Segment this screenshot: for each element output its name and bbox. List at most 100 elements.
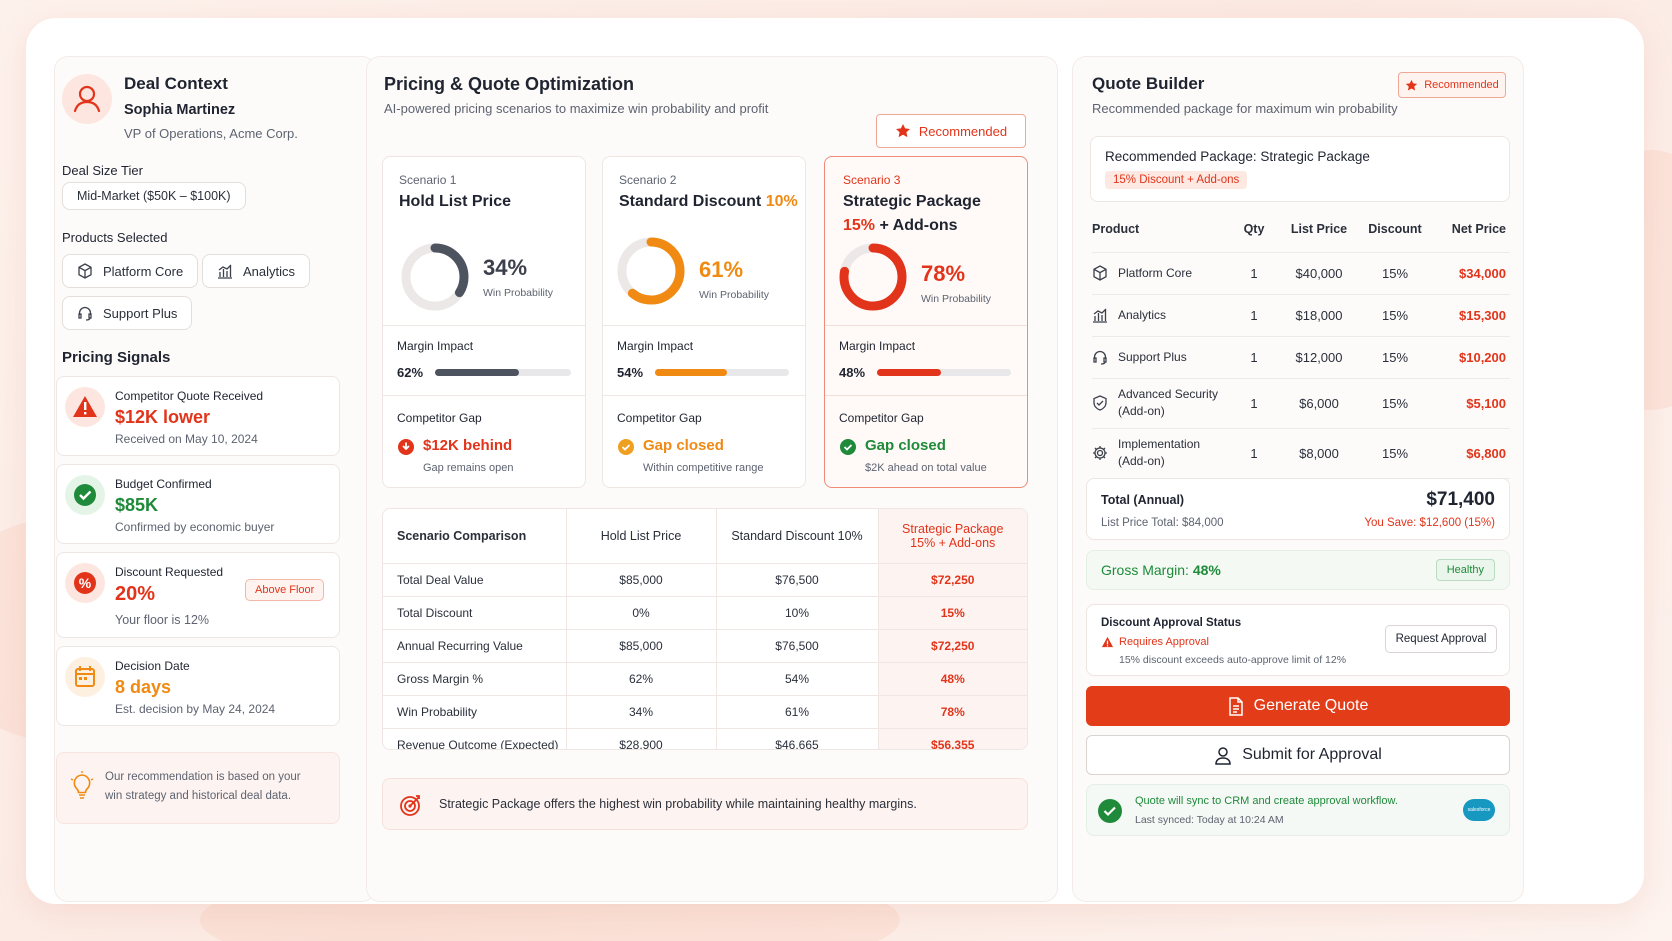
gear-icon	[1093, 446, 1107, 460]
comparison-row: Win Probability 34% 61% 78%	[383, 695, 1027, 729]
signal-label: Decision Date	[115, 659, 190, 673]
star-icon	[1406, 79, 1418, 90]
signal-sub: Confirmed by economic buyer	[115, 520, 275, 534]
quote-line-items: Product Qty List Price Discount Net Pric…	[1092, 206, 1510, 479]
scenario-card-2[interactable]: Scenario 2 Standard Discount 10% 61% Win…	[602, 156, 806, 488]
margin-bar	[877, 369, 1011, 376]
gap-label: Competitor Gap	[839, 411, 924, 425]
chart-icon	[1093, 308, 1107, 323]
signal-card-decision: Decision Date 8 days Est. decision by Ma…	[56, 646, 340, 726]
quote-line-item[interactable]: Analytics 1 $18,000 15% $15,300	[1092, 294, 1510, 337]
product-chip-support-plus[interactable]: Support Plus	[62, 296, 193, 330]
generate-quote-button[interactable]: Generate Quote	[1086, 686, 1510, 726]
signal-sub: Est. decision by May 24, 2024	[115, 702, 276, 716]
win-probability-donut	[401, 243, 469, 311]
salesforce-logo-icon: salesforce	[1463, 799, 1495, 821]
scenario-number: Scenario 3	[843, 173, 901, 187]
approval-status: Requires Approval	[1119, 636, 1209, 648]
gross-margin-text: Gross Margin: 48%	[1101, 562, 1221, 578]
target-icon	[400, 795, 420, 816]
pricing-subtitle: AI-powered pricing scenarios to maximize…	[384, 101, 769, 116]
scenario-card-1[interactable]: Scenario 1 Hold List Price 34% Win Proba…	[382, 156, 586, 488]
margin-value: 62%	[397, 365, 424, 380]
qty-cell: 1	[1230, 378, 1278, 429]
product-chip-platform-core[interactable]: Platform Core	[62, 254, 199, 288]
quote-line-item[interactable]: Advanced Security (Add-on) 1 $6,000 15% $5,10…	[1092, 378, 1510, 429]
chart-icon	[218, 264, 232, 279]
product-cell: Advanced Security (Add-on)	[1092, 378, 1230, 429]
list-total: List Price Total: $84,000	[1101, 517, 1224, 529]
sync-time: Last synced: Today at 10:24 AM	[1135, 814, 1284, 826]
signal-label: Budget Confirmed	[115, 477, 212, 491]
gap-value: Gap closed	[865, 437, 946, 454]
row-label: Total Deal Value	[383, 563, 567, 597]
qty-cell: 1	[1230, 336, 1278, 379]
cell-value: 15%	[878, 596, 1027, 630]
savings-text: You Save: $12,600 (15%)	[1364, 517, 1495, 529]
healthy-badge: Healthy	[1435, 559, 1495, 581]
deal-size-label: Deal Size Tier	[62, 163, 143, 178]
check-circle-icon	[618, 439, 634, 455]
note-line: Our recommendation is based on your	[105, 771, 301, 783]
net-price-cell: $15,300	[1430, 294, 1510, 337]
comparison-row: Total Deal Value $85,000 $76,500 $72,250	[383, 563, 1027, 597]
quote-header-row: Product Qty List Price Discount Net Pric…	[1092, 206, 1510, 253]
headset-icon	[78, 306, 92, 321]
deal-size-chip[interactable]: Mid-Market ($50K – $100K)	[62, 182, 246, 210]
column-header: Discount	[1360, 206, 1430, 253]
cell-value: $85,000	[566, 563, 717, 597]
discount-cell: 15%	[1360, 336, 1430, 379]
contact-role: VP of Operations, Acme Corp.	[124, 126, 298, 141]
submit-approval-button[interactable]: Submit for Approval	[1086, 735, 1510, 775]
net-price-cell: $5,100	[1430, 378, 1510, 429]
row-label: Revenue Outcome (Expected)	[383, 728, 567, 749]
qty-cell: 1	[1230, 252, 1278, 295]
headset-icon	[1093, 350, 1107, 365]
row-label: Win Probability	[383, 695, 567, 729]
product-chip-analytics[interactable]: Analytics	[202, 254, 311, 288]
column-header: Net Price	[1430, 206, 1510, 253]
gap-value: $12K behind	[423, 437, 513, 454]
list-price-cell: $8,000	[1278, 428, 1360, 479]
scenario-card-3[interactable]: Scenario 3 Strategic Package 15% + Add-o…	[824, 156, 1028, 488]
cell-value: $76,500	[716, 563, 879, 597]
list-price-cell: $18,000	[1278, 294, 1360, 337]
discount-cell: 15%	[1360, 294, 1430, 337]
row-label: Gross Margin %	[383, 662, 567, 696]
gap-value: Gap closed	[643, 437, 724, 454]
lightbulb-icon	[70, 771, 94, 799]
warning-icon	[1101, 636, 1114, 648]
quote-line-item[interactable]: Platform Core 1 $40,000 15% $34,000	[1092, 252, 1510, 295]
signal-sub: Received on May 10, 2024	[115, 432, 258, 446]
approval-note: 15% discount exceeds auto-approve limit …	[1119, 654, 1347, 666]
comparison-row: Annual Recurring Value $85,000 $76,500 $72,…	[383, 629, 1027, 663]
calendar-icon	[75, 666, 95, 687]
column-header: Qty	[1230, 206, 1278, 253]
cell-value: 10%	[716, 596, 879, 630]
total-label: Total (Annual)	[1101, 493, 1185, 507]
cell-value: 61%	[716, 695, 879, 729]
svg-text:%: %	[79, 575, 92, 591]
comparison-row: Total Discount 0% 10% 15%	[383, 596, 1027, 630]
cube-icon	[1093, 265, 1107, 281]
win-label: Win Probability	[921, 293, 992, 305]
win-value: 78%	[921, 261, 966, 286]
percent-icon: %	[74, 572, 96, 594]
request-approval-button[interactable]: Request Approval	[1385, 625, 1497, 653]
package-tag: 15% Discount + Add-ons	[1105, 171, 1248, 189]
contact-name: Sophia Martinez	[124, 102, 236, 118]
discount-cell: 15%	[1360, 428, 1430, 479]
column-header: Scenario Comparison	[383, 509, 567, 564]
cell-value: $46,665	[716, 728, 879, 749]
column-header: List Price	[1278, 206, 1360, 253]
gap-label: Competitor Gap	[617, 411, 702, 425]
signal-card-competitor: Competitor Quote Received $12K lower Rec…	[56, 376, 340, 456]
discount-cell: 15%	[1360, 252, 1430, 295]
quote-line-item[interactable]: Support Plus 1 $12,000 15% $10,200	[1092, 336, 1510, 379]
cell-value: $72,250	[878, 629, 1027, 663]
win-label: Win Probability	[483, 287, 554, 299]
check-circle-icon	[74, 484, 96, 506]
alert-circle-icon	[398, 439, 414, 455]
quote-line-item[interactable]: Implementation (Add-on) 1 $8,000 15% $6,800	[1092, 428, 1510, 479]
margin-label: Margin Impact	[397, 339, 474, 353]
